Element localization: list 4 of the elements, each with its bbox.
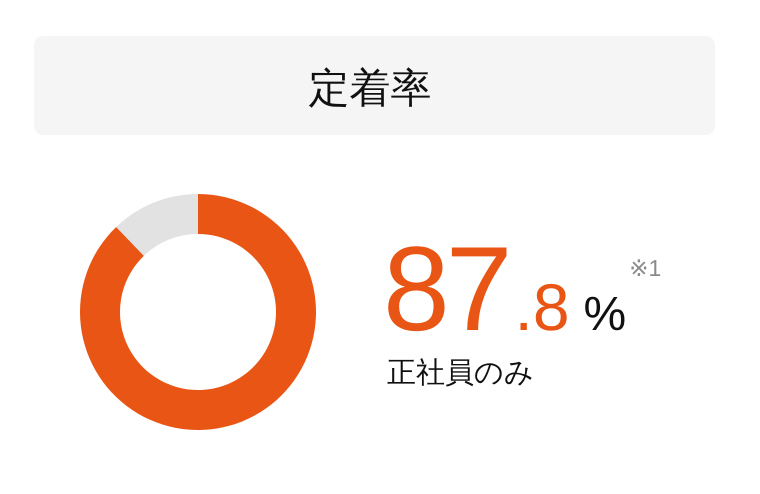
annotation: 正社員のみ: [387, 357, 534, 389]
chart-title: 定着率: [308, 65, 432, 111]
annotation: ※1: [629, 255, 662, 281]
title: 定着率: [34, 36, 715, 135]
